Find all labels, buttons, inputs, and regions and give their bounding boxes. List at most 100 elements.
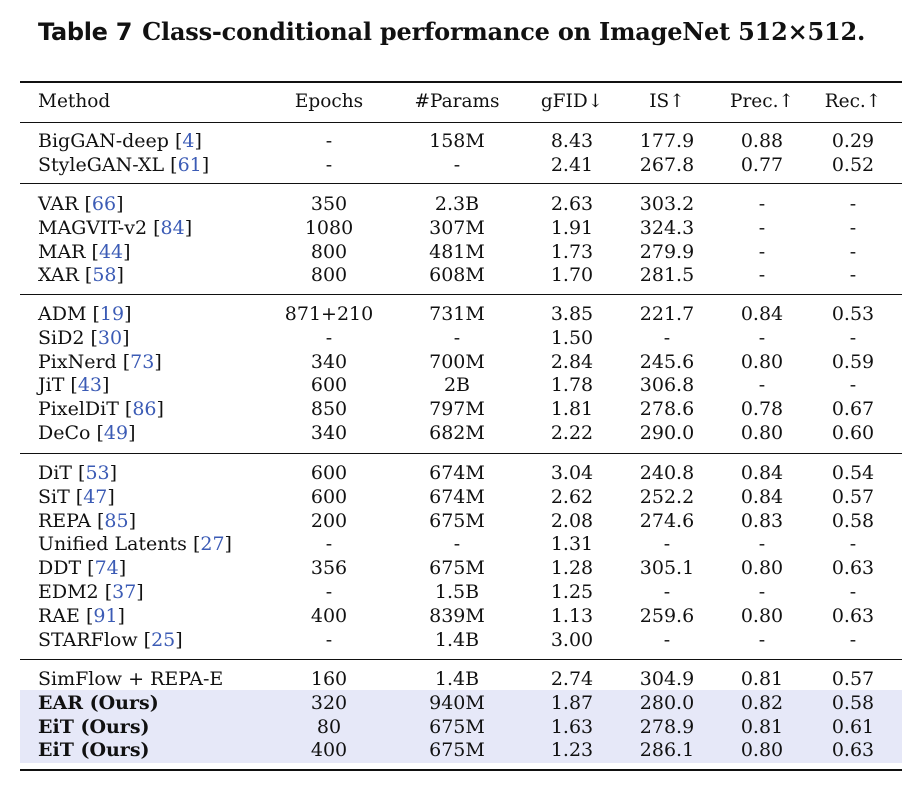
cell-re: 0.29 [808,129,898,153]
cell-method: PixelDiT [86] [38,398,164,421]
citation-link[interactable]: 73 [130,350,155,373]
citation-link[interactable]: 86 [132,398,157,421]
value: 356 [310,557,348,580]
citation-link[interactable]: 43 [77,374,103,397]
cell-pr: 0.80 [717,350,807,374]
cell-fid: 1.23 [527,738,617,762]
table-title: Class-conditional performance on ImageNe… [142,17,866,46]
cell-ep: 871+210 [279,302,379,326]
value: 675M [429,739,485,762]
value: - [758,326,766,349]
cell-is: 303.2 [622,192,712,216]
cell-ep: 200 [279,509,379,533]
cell-is: 278.9 [622,715,712,739]
table-row: DeCo [49] 340 682M 2.22 290.0 0.80 0.60 [0,421,922,445]
cell-method: XAR [58] [38,264,124,287]
value: 675M [429,715,485,738]
cell-ep: 350 [279,192,379,216]
value: 8.43 [550,130,594,152]
value: - [663,628,671,651]
cell-method: PixNerd [73] [38,350,162,373]
cell-is: - [622,580,712,604]
value: - [325,130,333,152]
cell-method: EDM2 [37] [38,581,144,603]
cell-method: JiT [43] [38,374,110,397]
cell-ep: 400 [279,738,379,762]
cell-method: ADM [19] [38,303,132,325]
value: 1.25 [550,581,594,603]
citation-link[interactable]: 91 [93,604,118,627]
citation-link[interactable]: 61 [177,153,202,176]
cell-is: 278.6 [622,397,712,421]
value: 0.81 [740,668,784,690]
cell-fid: 1.78 [527,373,617,397]
value: 1.87 [550,691,594,714]
value: 1.63 [550,715,594,738]
cell-re: 0.67 [808,397,898,421]
citation-link[interactable]: 44 [98,240,124,263]
cell-re: - [808,192,898,216]
highlight-band [20,714,902,739]
cell-is: 259.6 [622,604,712,628]
cell-pa: 700M [407,350,507,374]
citation-link[interactable]: 19 [99,303,125,325]
cell-re: 0.53 [808,302,898,326]
value: - [758,374,766,397]
citation-link[interactable]: 49 [103,422,129,444]
citation-link[interactable]: 66 [91,193,117,215]
method-name: STARFlow [38,628,138,651]
cell-is: 286.1 [622,738,712,762]
cell-pa: 675M [407,738,507,762]
cell-pa: 731M [407,302,507,326]
citation-link[interactable]: 74 [94,557,119,580]
citation-link[interactable]: 58 [92,264,117,287]
cell-pa: 2.3B [407,192,507,216]
value: 0.63 [831,739,875,762]
value: 320 [310,691,348,714]
cell-is: 290.0 [622,421,712,445]
cell-ep: - [279,326,379,350]
value: 278.9 [639,715,695,738]
cell-pa: 940M [407,691,507,715]
cell-re: 0.58 [808,691,898,715]
cell-fid: 1.81 [527,397,617,421]
value: 1.13 [550,604,594,627]
cell-pa: - [407,326,507,350]
citation-link[interactable]: 4 [182,130,195,152]
cell-is: 281.5 [622,263,712,287]
highlight-band [20,737,902,763]
citation-link[interactable]: 37 [112,581,137,603]
value: 850 [310,398,348,421]
cell-ep: 1080 [279,216,379,240]
value: 1.78 [550,374,594,397]
value: - [325,581,333,603]
cell-is: 245.6 [622,350,712,374]
table-header-row: Method Epochs #Params gFID↓ IS↑ Prec.↑ Rec.↑ [0,90,922,114]
value: - [325,326,333,349]
cell-pr: - [717,628,807,652]
citation-link[interactable]: 47 [83,485,108,508]
value: 0.63 [831,604,875,627]
cell-is: 324.3 [622,216,712,240]
cell-fid: 8.43 [527,129,617,153]
cell-re: 0.61 [808,715,898,739]
method-name: PixNerd [38,350,117,373]
value: 800 [310,240,348,263]
value: 674M [429,462,485,484]
cell-pa: 675M [407,556,507,580]
method-name: ADM [38,303,87,325]
citation-link[interactable]: 27 [200,533,225,556]
cell-pr: 0.88 [717,129,807,153]
citation-link[interactable]: 25 [151,628,176,651]
citation-link[interactable]: 85 [104,509,129,532]
citation-link[interactable]: 30 [97,326,123,349]
value: - [758,264,766,287]
table-row: PixNerd [73] 340 700M 2.84 245.6 0.80 0.59 [0,350,922,374]
citation-link[interactable]: 53 [85,462,110,484]
value: 0.58 [831,691,875,714]
table-row: BigGAN-deep [4] - 158M 8.43 177.9 0.88 0.29 [0,129,922,153]
value: - [758,240,766,263]
cell-pa: 682M [407,421,507,445]
table-row: DDT [74] 356 675M 1.28 305.1 0.80 0.63 [0,556,922,580]
citation-link[interactable]: 84 [160,216,185,239]
